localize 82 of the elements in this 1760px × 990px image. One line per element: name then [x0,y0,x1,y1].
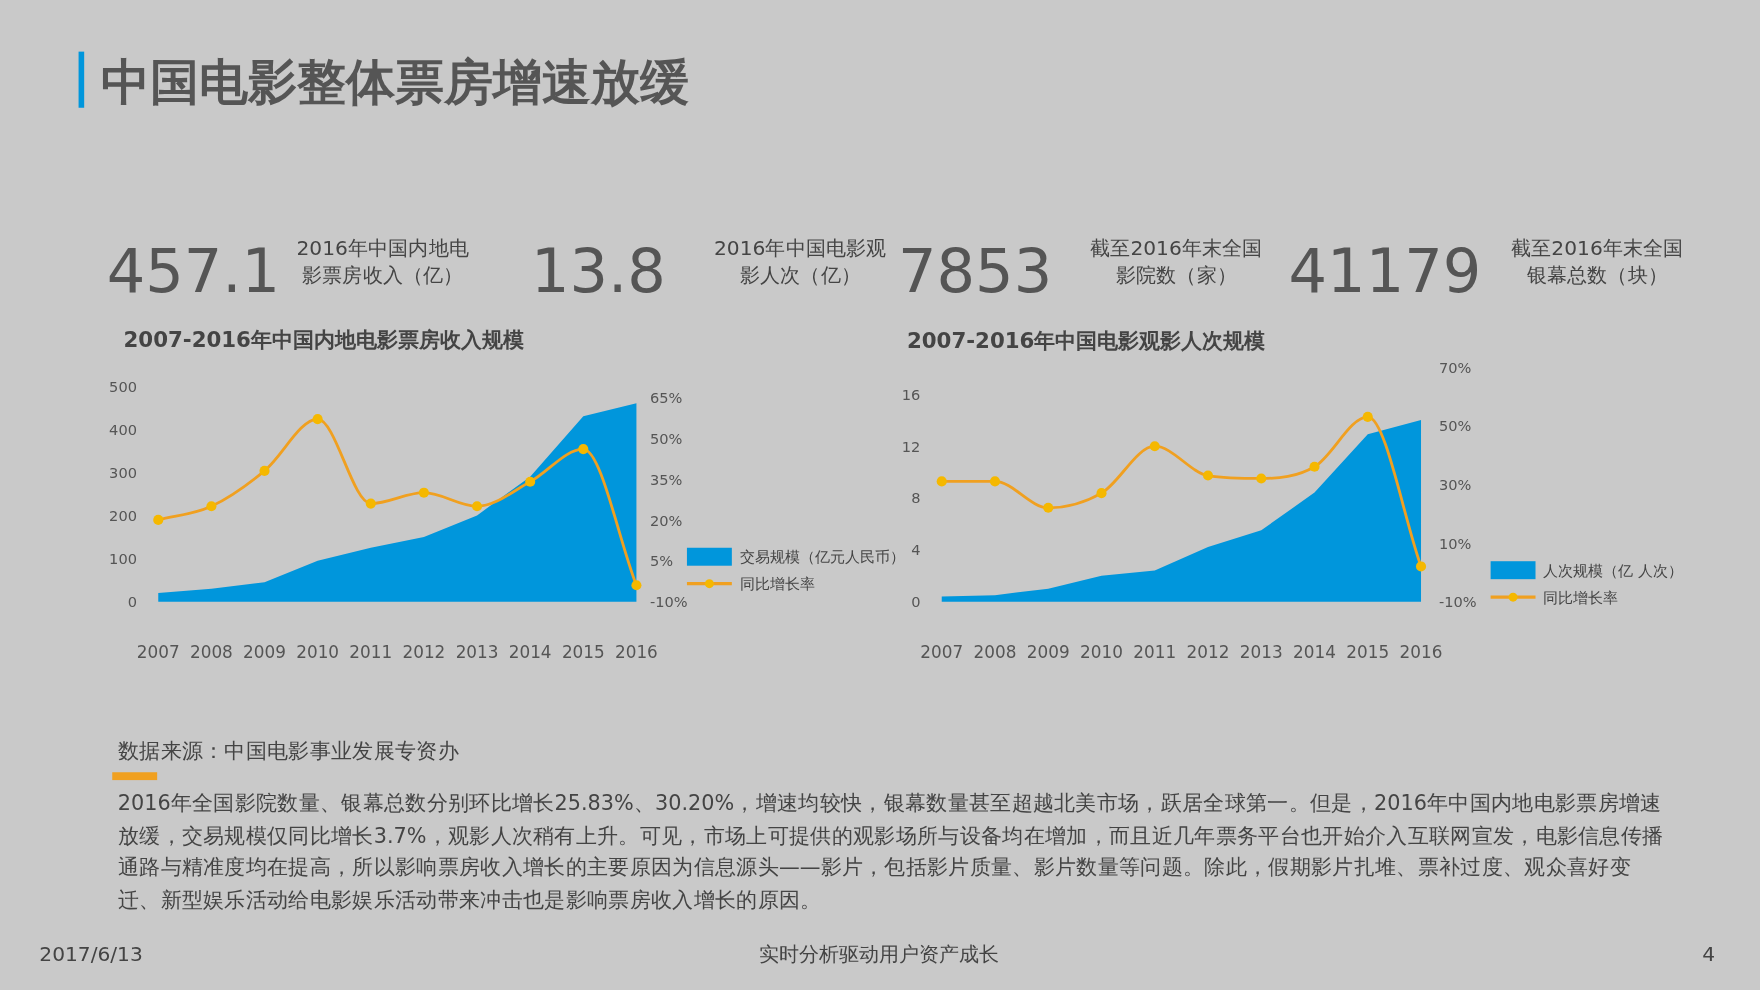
y2-tick-label: -10% [1438,593,1477,611]
y2-tick-label: 65% [649,388,683,406]
x-tick-label: 2014 [508,641,552,662]
y2-tick-label: 50% [649,429,683,447]
point [578,444,589,455]
legend-label: 交易规模（亿元人民币） [739,548,905,566]
x-tick-label: 2010 [296,641,340,662]
x-tick-label: 2016 [615,641,658,662]
point [525,476,536,487]
x-tick-label: 2013 [455,641,499,662]
text: 2016年中国内地电影票房收入（亿） [295,234,471,289]
text: 截至2016年末全国银幕总数（块） [1509,234,1685,289]
point [1256,473,1267,484]
text: 13.8 [530,235,666,306]
text: 实时分析驱动用户资产成长 [758,941,999,966]
text: 2016年全国影院数量、银幕总数分别环比增长25.83%、30.20%，增速均较快，银幕数量甚至超越北美市场，跃居全球第一。但是，2016年中国内地电影票房增速放缓，交易规模仅同比增长3.7%，观影人次稍有上升。可见，市场上可提供的观影场所与设备均在增加，而且近几年票务平台也开始介入互联网宣发，电影信息传播通路与精准度均在提高，所以影响票房收入增长的主要原因为信息源头——影片，包括影片质量、影片数量等问题。除此，假期影片扎堆、票补过度、观众喜好变迁、新型娱乐活动给电影娱乐活动带来冲击也是影响票房收入增长的原因。 [117,790,1665,913]
y2-tick-label: 10% [1438,534,1472,552]
point [1415,561,1427,572]
text: 41179 [1288,235,1482,306]
x-tick-label: 2013 [1239,641,1283,662]
text: 7853 [897,235,1053,306]
y2-tick-label: -10% [649,593,688,611]
point [365,498,376,509]
x-tick-label: 2009 [243,641,286,662]
y2-tick-label: 35% [649,470,683,488]
y2-tick-label: 5% [649,552,674,570]
y2-tick-label: 70% [1438,358,1472,376]
y-tick-label: 0 [911,593,921,611]
source-note: 数据来源：中国电影事业发展专资办 [117,736,461,765]
y2-tick-label: 30% [1438,475,1472,493]
point [418,487,429,498]
point [153,514,164,525]
x-tick-label: 2008 [973,641,1017,662]
x-tick-label: 2011 [349,641,393,662]
y-tick-label: 200 [109,507,137,525]
y2-tick-label: 20% [649,511,683,529]
point [1043,502,1054,513]
x-tick-label: 2016 [1399,641,1443,662]
x-tick-label: 2007 [920,641,964,662]
y-tick-label: 100 [109,550,137,568]
y-tick-label: 0 [127,593,137,611]
text: 2017/6/13 [39,941,143,966]
y-tick-label: 4 [911,541,921,559]
legend-label: 同比增长率 [1543,588,1619,606]
point [1309,461,1320,472]
x-tick-label: 2010 [1080,641,1123,662]
x-tick-label: 2015 [561,641,605,662]
point [631,580,642,591]
y-tick-label: 300 [109,463,137,481]
text: 4 [1702,941,1716,966]
point [259,465,270,476]
x-tick-label: 2008 [189,641,233,662]
legend-label: 人次规模（亿 人次） [1543,561,1684,579]
point [471,501,483,512]
x-tick-label: 2015 [1346,641,1390,662]
point [312,414,323,425]
y-tick-label: 500 [109,377,137,395]
y-tick-label: 400 [109,420,137,438]
chart-title: 2007-2016年中国内地电影票房收入规模 [123,326,524,352]
x-tick-label: 2014 [1293,641,1336,662]
point [1149,441,1160,452]
point [989,476,1001,487]
x-tick-label: 2011 [1133,641,1177,662]
chart-title: 2007-2016年中国电影观影人次规模 [906,327,1266,353]
x-tick-label: 2007 [136,641,180,662]
x-tick-label: 2012 [402,641,446,662]
y-tick-label: 8 [911,489,921,507]
y-tick-label: 12 [901,437,921,455]
x-tick-label: 2009 [1026,641,1070,662]
text: 457.1 [106,235,281,306]
point [1096,488,1107,499]
point [1362,411,1373,422]
text: 中国电影整体票房增速放缓 [101,52,690,111]
point [936,476,947,487]
legend-label: 同比增长率 [739,575,815,593]
text: 截至2016年末全国影院数（家） [1089,234,1264,289]
y-tick-label: 16 [901,385,921,403]
text: 2016年中国电影观影人次（亿） [713,234,888,289]
point [206,501,217,512]
x-tick-label: 2012 [1186,641,1230,662]
y2-tick-label: 50% [1438,417,1472,435]
point [1202,470,1214,481]
